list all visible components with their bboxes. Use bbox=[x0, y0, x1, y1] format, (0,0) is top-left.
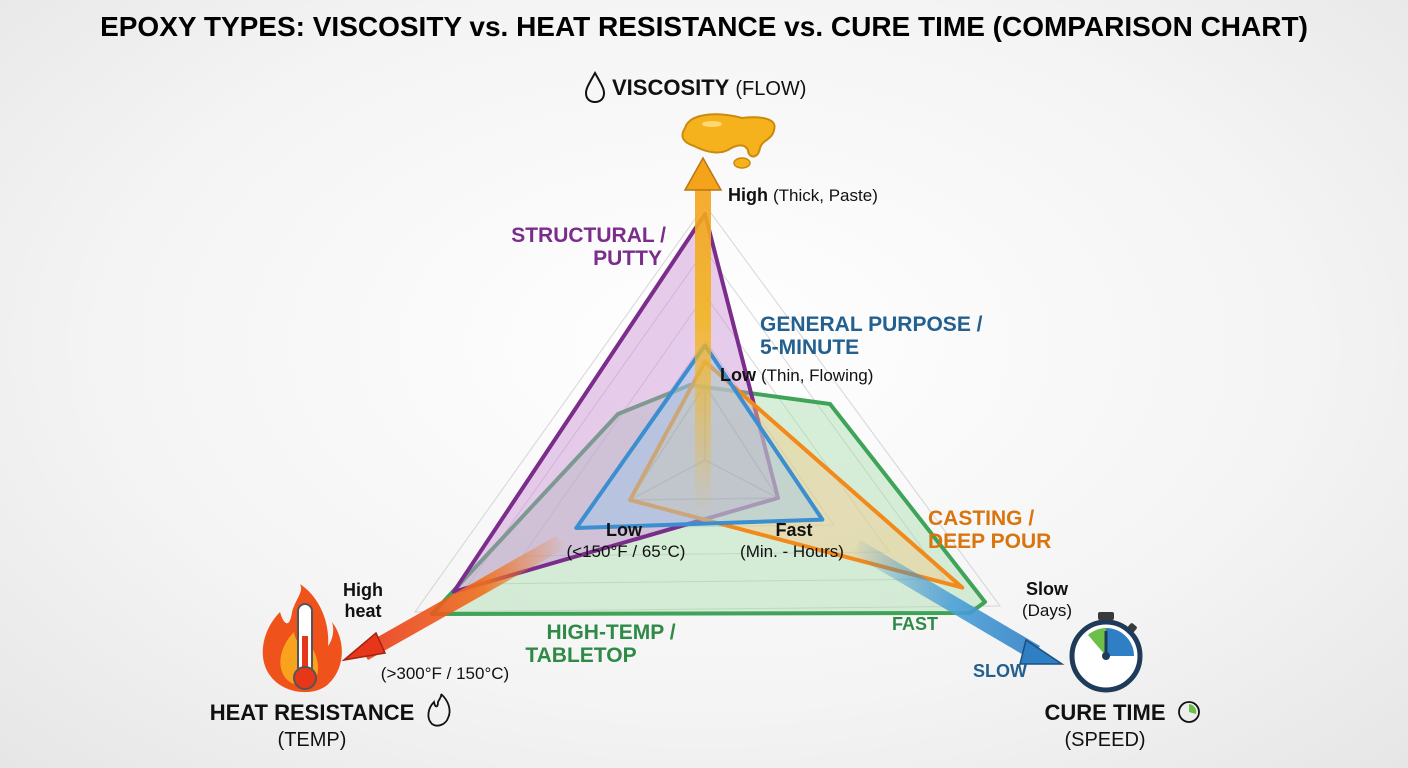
cure-arrowhead bbox=[1019, 638, 1065, 665]
viscosity-high-label: High (Thick, Paste) bbox=[728, 185, 878, 205]
heat-axis-title: HEAT RESISTANCE (TEMP) bbox=[210, 693, 451, 751]
chart-title: EPOXY TYPES: VISCOSITY vs. HEAT RESISTAN… bbox=[100, 11, 1308, 42]
slow-tag: SLOW bbox=[973, 661, 1027, 681]
honey-splash-icon bbox=[681, 113, 776, 169]
viscosity-axis-title: VISCOSITY (FLOW) bbox=[584, 70, 806, 104]
heat-low-label: Low bbox=[606, 520, 643, 540]
radar-grid bbox=[414, 204, 1001, 613]
heat-high-label-2: heat bbox=[344, 601, 381, 621]
series-1-point-2 bbox=[821, 519, 823, 521]
viscosity-arrowhead bbox=[683, 156, 723, 191]
grid-spoke-heat bbox=[629, 459, 706, 501]
cure-arrow-shaft bbox=[852, 540, 1040, 660]
svg-text:HEAT RESISTANCE: HEAT RESISTANCE bbox=[210, 700, 415, 725]
series-label-casting-2: DEEP POUR bbox=[928, 530, 1051, 553]
svg-text:CURE TIME: CURE TIME bbox=[1045, 700, 1166, 725]
grid-ring-3 bbox=[467, 249, 946, 585]
stopwatch-icon bbox=[1069, 612, 1143, 693]
cure-low-detail: (Min. - Hours) bbox=[740, 542, 844, 561]
series-3-point-2 bbox=[984, 601, 986, 603]
heat-high-label-1: High bbox=[343, 580, 383, 600]
fast-tag: FAST bbox=[892, 614, 938, 634]
cure-axis-title: CURE TIME (SPEED) bbox=[1045, 700, 1200, 751]
series-3-point-5 bbox=[617, 413, 619, 415]
flame-icon bbox=[427, 693, 451, 727]
series-2-point-1 bbox=[629, 499, 631, 501]
series-1-point-1 bbox=[575, 527, 577, 529]
viscosity-arrow-shaft bbox=[695, 186, 711, 516]
clock-icon bbox=[1178, 701, 1200, 723]
series-0-point-1 bbox=[453, 591, 455, 593]
series-polygon-2 bbox=[628, 359, 965, 590]
grid-ring-2 bbox=[521, 294, 890, 557]
heat-arrowhead bbox=[341, 631, 387, 662]
thermometer-flame-icon bbox=[262, 584, 342, 693]
svg-text:(SPEED): (SPEED) bbox=[1064, 729, 1145, 751]
viscosity-low-label: Low (Thin, Flowing) bbox=[720, 365, 873, 385]
svg-text:(TEMP): (TEMP) bbox=[278, 729, 347, 751]
heat-arrow-shaft bbox=[360, 536, 566, 660]
heat-low-detail: (<150°F / 65°C) bbox=[567, 542, 686, 561]
droplet-icon bbox=[584, 70, 606, 104]
series-0-point-2 bbox=[777, 497, 779, 499]
series-label-hightemp-1: HIGH-TEMP / bbox=[546, 621, 675, 644]
series-label-general-2: 5-MINUTE bbox=[760, 336, 859, 359]
series-label-casting-1: CASTING / bbox=[928, 507, 1034, 530]
series-label-general-1: GENERAL PURPOSE / bbox=[760, 313, 983, 336]
series-label-structural-2: PUTTY bbox=[593, 247, 662, 270]
heat-high-detail: (>300°F / 150°C) bbox=[381, 664, 509, 683]
series-3-point-1 bbox=[829, 403, 831, 405]
axis-arrows bbox=[341, 156, 1065, 665]
svg-text:VISCOSITY(FLOW): VISCOSITY (FLOW) bbox=[612, 75, 806, 100]
grid-ring-4 bbox=[414, 204, 1001, 613]
series-label-hightemp-2: TABLETOP bbox=[525, 644, 636, 667]
series-label-structural-1: STRUCTURAL / bbox=[511, 224, 666, 247]
series-2-point-2 bbox=[961, 587, 963, 589]
cure-high-label: Slow bbox=[1026, 579, 1069, 599]
grid-spoke-cure bbox=[704, 459, 779, 499]
cure-high-detail: (Days) bbox=[1022, 601, 1072, 620]
cure-low-label: Fast bbox=[775, 520, 812, 540]
